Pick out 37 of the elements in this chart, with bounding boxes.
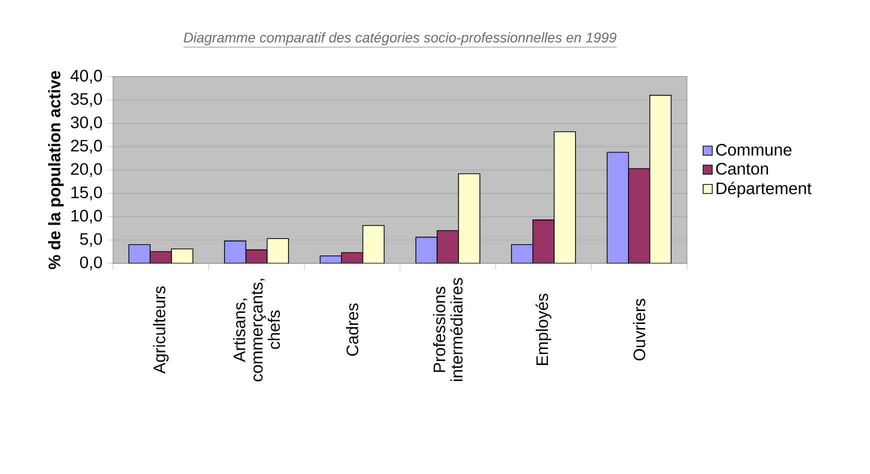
y-tick-label: 0,0: [80, 256, 102, 270]
bar: [342, 252, 363, 264]
x-tick-label: Agriculteurs: [153, 286, 169, 374]
bar: [150, 252, 172, 264]
x-tick-label: Professions intermédiaires: [433, 278, 463, 381]
x-tick-label: Cadres: [346, 303, 358, 356]
legend-label: Canton: [716, 162, 768, 175]
y-tick-label: 10,0: [71, 210, 102, 224]
chart-title: Diagramme comparatif des catégories socio-professionnelles en 1999: [184, 32, 616, 46]
bar: [362, 226, 384, 264]
bar: [532, 220, 554, 264]
y-axis-title: % de la population active: [48, 71, 64, 270]
y-tick-label: 20,0: [71, 163, 102, 177]
legend-label: Département: [716, 182, 812, 198]
legend-label: Commune: [716, 144, 792, 156]
bar: [628, 168, 650, 264]
bar: [512, 244, 533, 264]
x-tick-label: Employés: [536, 294, 552, 365]
bar: [416, 237, 438, 264]
y-tick-label: 40,0: [70, 70, 102, 84]
bar: [246, 250, 268, 264]
bar: [224, 240, 246, 264]
bar: [267, 238, 289, 264]
x-tick-label: Ouvriers: [633, 298, 646, 360]
bar: [128, 244, 150, 264]
bar: [172, 248, 193, 264]
x-tick-label: Artisans, commerçants, chefs: [233, 278, 280, 382]
y-tick-label: 35,0: [70, 93, 102, 107]
y-tick-label: 15,0: [71, 186, 102, 200]
bar: [554, 132, 576, 264]
bar: [649, 94, 672, 264]
bar: [606, 152, 629, 264]
y-tick-label: 5,0: [80, 233, 102, 247]
bar: [437, 230, 459, 264]
y-tick-label: 25,0: [71, 140, 102, 154]
y-tick-label: 30,0: [70, 116, 102, 130]
bar: [458, 174, 480, 264]
